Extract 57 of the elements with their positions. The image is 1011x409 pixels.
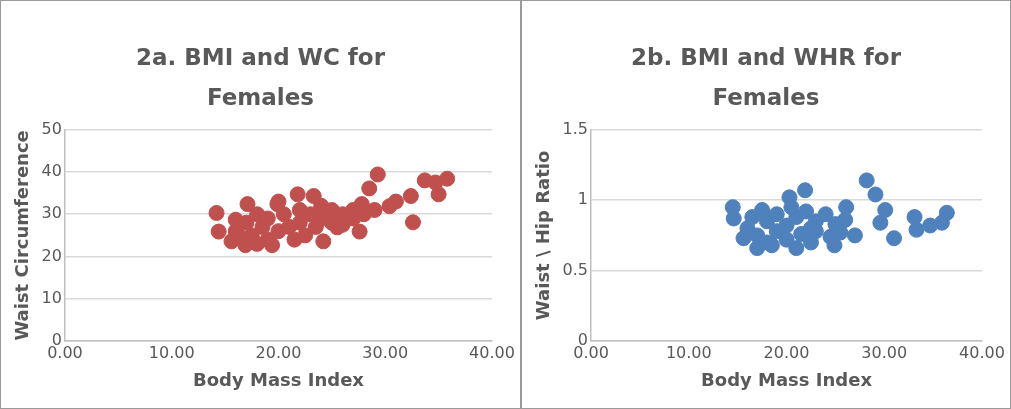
point (239, 196, 256, 213)
y-tick-label: 1.5 (562, 118, 589, 138)
y-tick-label: 20 (41, 245, 62, 265)
point (837, 211, 854, 228)
point (768, 206, 785, 223)
point (297, 227, 314, 244)
y-axis-title: Waist Circumference (11, 130, 33, 341)
y-tick-label: 30 (41, 203, 62, 223)
x-tick-label: 40.00 (959, 342, 1005, 362)
point (249, 235, 266, 252)
x-axis-title: Body Mass Index (193, 368, 365, 390)
y-tick-label: 1 (577, 189, 589, 209)
chart-title: 2a. BMI and WC for Females (135, 43, 386, 112)
point (405, 214, 421, 231)
point (798, 203, 815, 220)
point (797, 182, 814, 199)
point (351, 223, 368, 240)
point (783, 199, 800, 216)
point (858, 172, 875, 189)
point (922, 217, 939, 234)
point (817, 206, 834, 223)
y-axis-title: Waist \ Hip Ratio (532, 150, 554, 321)
point (402, 188, 419, 205)
x-tick-label: 30.00 (861, 342, 908, 362)
x-tick-label: 40.00 (469, 342, 515, 362)
point (315, 233, 332, 250)
y-tick-label: 10 (41, 288, 62, 308)
point (361, 180, 378, 197)
point (210, 223, 227, 240)
y-tick-label: 0.5 (562, 259, 589, 279)
point (872, 214, 889, 231)
point (369, 166, 386, 183)
x-tick-label: 20.00 (763, 342, 810, 362)
x-axis-title: Body Mass Index (701, 368, 873, 390)
point (886, 230, 903, 247)
point (867, 186, 884, 203)
point (366, 202, 383, 219)
y-tick-label: 50 (41, 118, 62, 138)
point (908, 221, 925, 238)
point (938, 204, 955, 221)
chart-title: 2b. BMI and WHR for Females (629, 43, 903, 112)
point (877, 202, 894, 219)
point (289, 186, 306, 203)
x-tick-label: 10.00 (148, 342, 195, 362)
point (763, 237, 780, 254)
point (725, 210, 742, 227)
point (387, 193, 404, 210)
point (427, 174, 444, 191)
point (778, 231, 795, 248)
x-tick-label: 10.00 (665, 342, 712, 362)
x-tick-label: 20.00 (255, 342, 302, 362)
point (208, 204, 225, 221)
x-tick-label: 30.00 (362, 342, 409, 362)
point (744, 209, 761, 226)
y-tick-label: 40 (41, 161, 62, 181)
point (846, 227, 863, 244)
point (275, 206, 292, 223)
